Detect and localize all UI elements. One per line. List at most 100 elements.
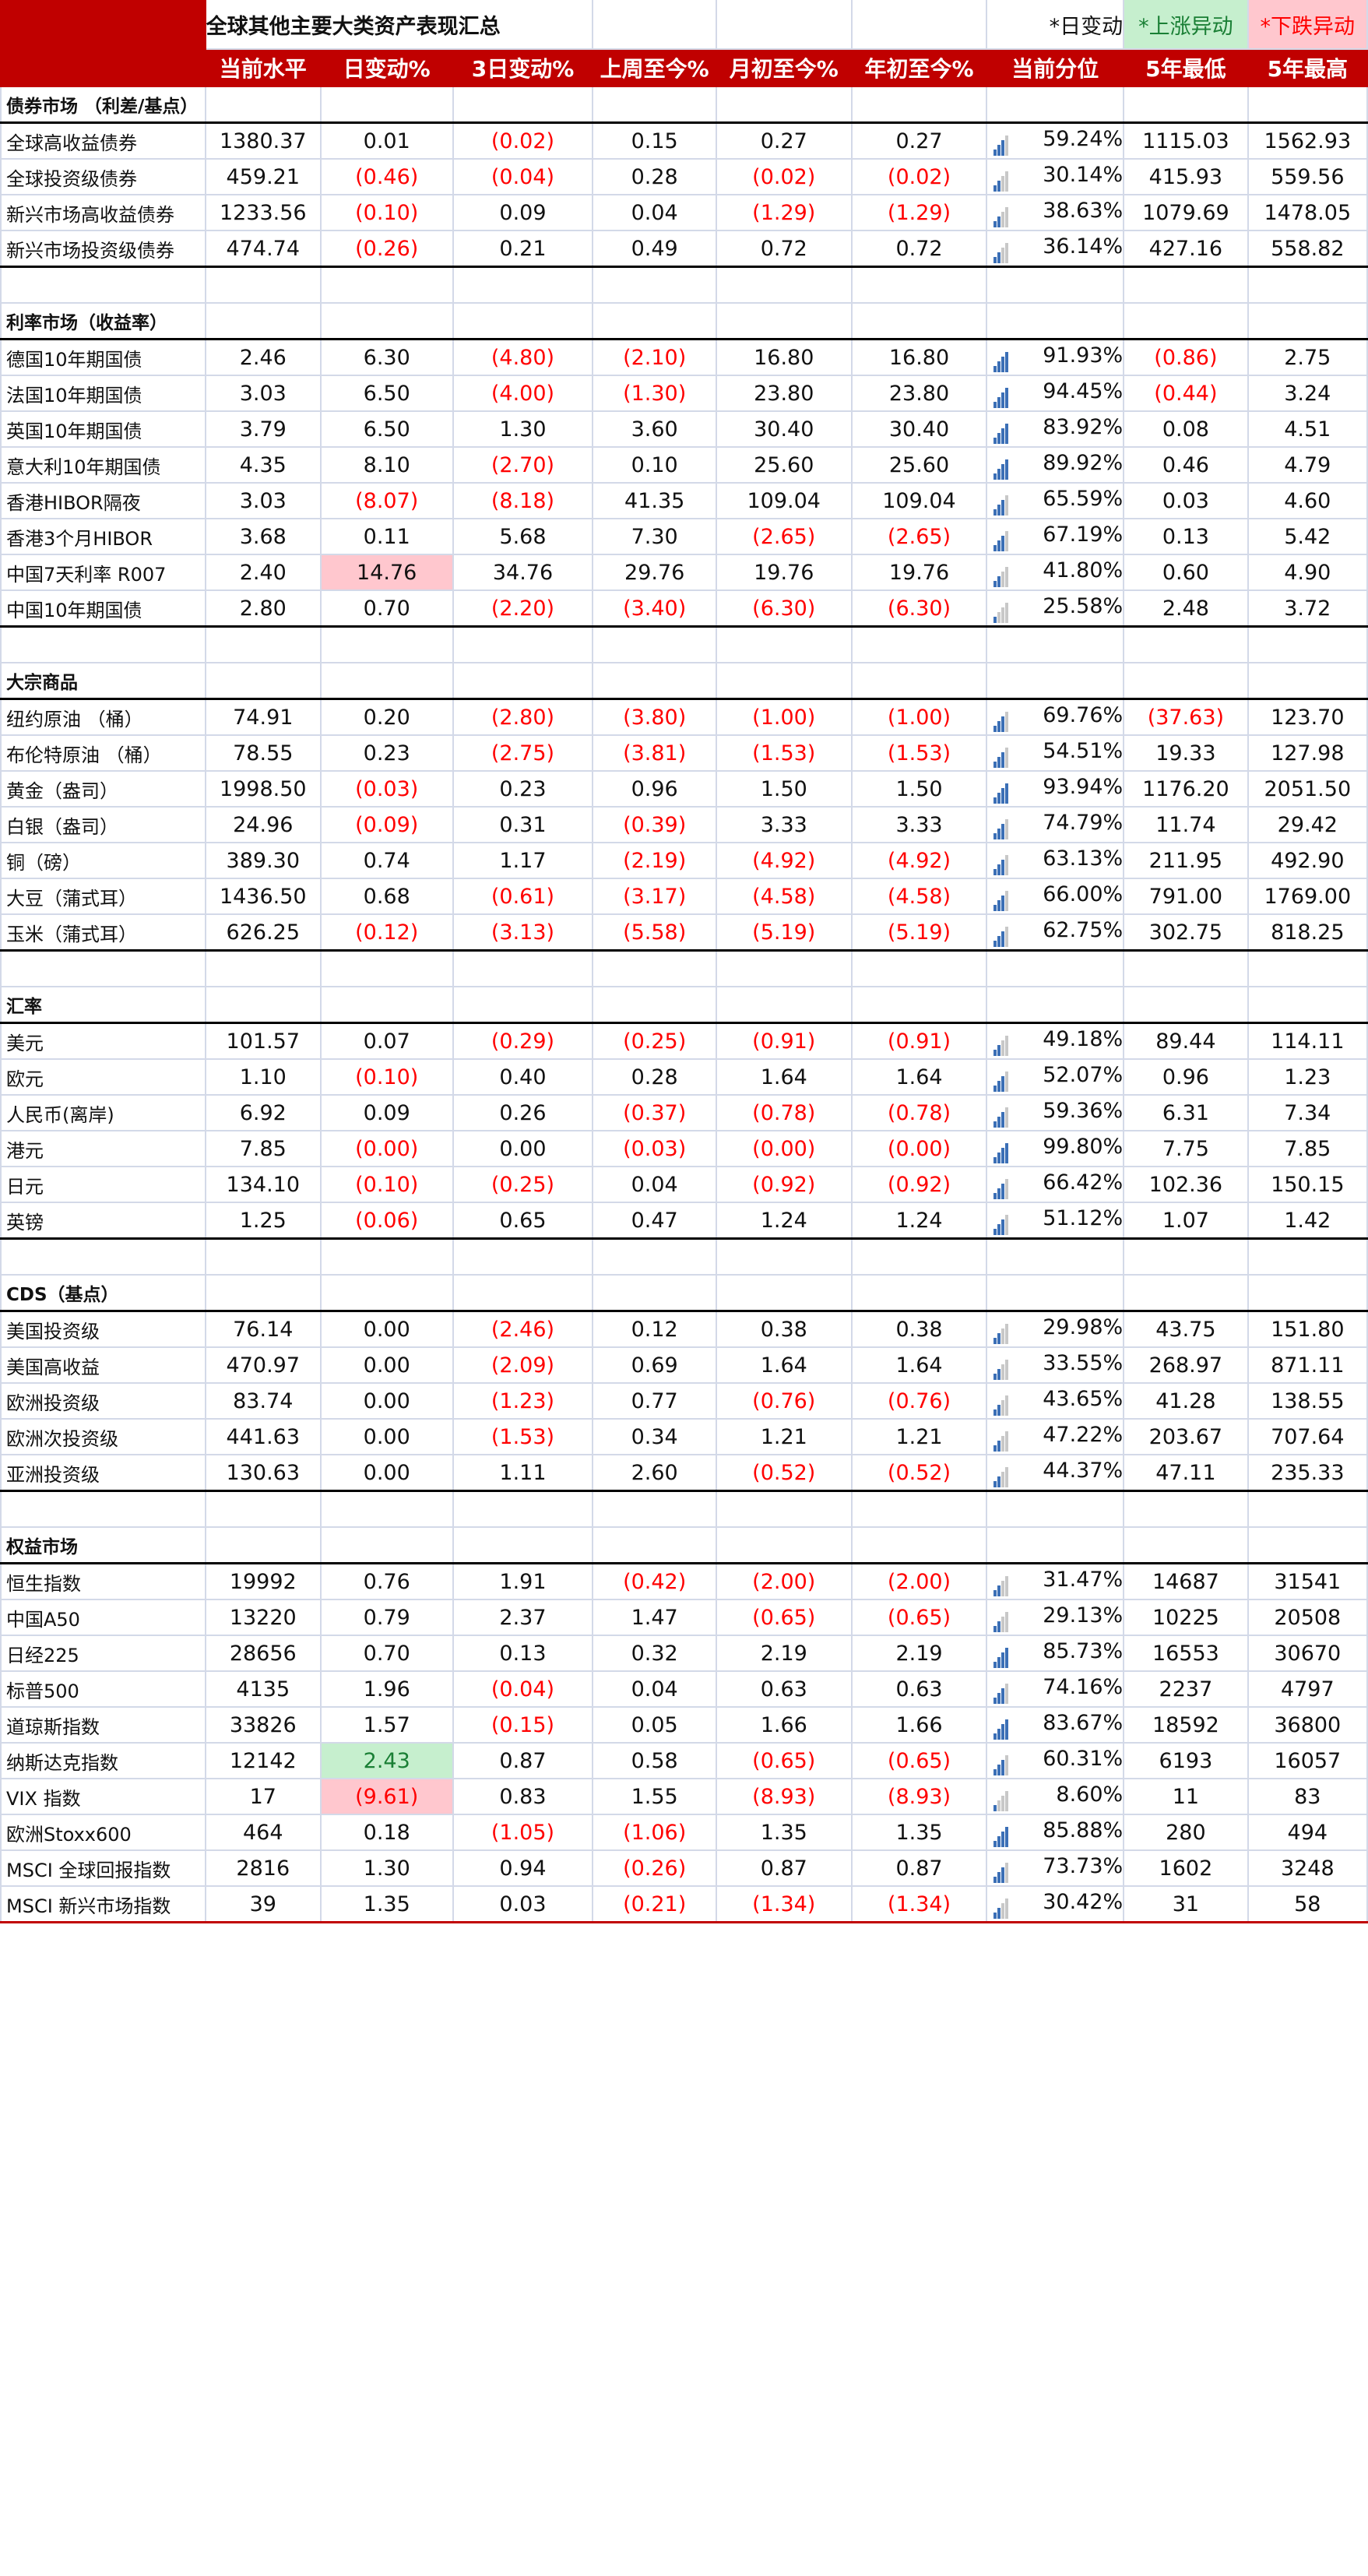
data-cell: (0.91): [715, 1022, 853, 1060]
data-cell: 2.40: [204, 554, 322, 591]
table-row[interactable]: 全球投资级债券 459.21 (0.46) (0.04) 0.28 (0.02) (0.02…: [0, 158, 1368, 195]
data-cell: 1.55: [592, 1778, 717, 1815]
column-header[interactable]: 当前分位: [986, 48, 1125, 87]
table-row[interactable]: 香港3个月HIBOR 3.68 0.11 5.68 7.30 (2.65) (2.65) 67…: [0, 518, 1368, 555]
percentile-value: 52.07%: [1043, 1062, 1124, 1087]
table-row[interactable]: 美国高收益 470.97 0.00 (2.09) 0.69 1.64 1.64 33.55% 2…: [0, 1346, 1368, 1384]
table-row[interactable]: 中国7天利率 R007 2.40 14.76 34.76 29.76 19.76 19.76…: [0, 554, 1368, 591]
data-cell: 0.00: [319, 1310, 454, 1348]
data-cell: 818.25: [1247, 913, 1368, 952]
table-row[interactable]: 香港HIBOR隔夜 3.03 (8.07) (8.18) 41.35 109.04 109.…: [0, 482, 1368, 519]
table-row[interactable]: 全球高收益债券 1380.37 0.01 (0.02) 0.15 0.27 0.27 59.2…: [0, 121, 1368, 160]
row-label: 日元: [0, 1166, 206, 1203]
table-row[interactable]: VIX 指数 17 (9.61) 0.83 1.55 (8.93) (8.93) 8.60% 1…: [0, 1778, 1368, 1815]
table-row[interactable]: 美国投资级 76.14 0.00 (2.46) 0.12 0.38 0.38 29.98% 43…: [0, 1310, 1368, 1348]
column-header[interactable]: 日变动%: [319, 48, 454, 87]
empty-cell: [986, 1490, 1125, 1528]
section-title: 大宗商品: [0, 662, 206, 700]
data-cell: 0.46: [1123, 446, 1249, 484]
table-row[interactable]: 标普500 4135 1.96 (0.04) 0.04 0.63 0.63 74.16% 223…: [0, 1670, 1368, 1708]
empty-cell: [715, 86, 853, 124]
table-row[interactable]: 欧洲次投资级 441.63 0.00 (1.53) 0.34 1.21 1.21 47.22%…: [0, 1418, 1368, 1455]
table-row[interactable]: 意大利10年期国债 4.35 8.10 (2.70) 0.10 25.60 25.60 89.…: [0, 446, 1368, 484]
empty-cell: [0, 1490, 206, 1528]
data-cell: 5.42: [1247, 518, 1368, 555]
table-row[interactable]: 英镑 1.25 (0.06) 0.65 0.47 1.24 1.24 51.12% 1.07 1.…: [0, 1202, 1368, 1240]
table-row[interactable]: 恒生指数 19992 0.76 1.91 (0.42) (2.00) (2.00) 31.47…: [0, 1562, 1368, 1600]
column-header[interactable]: 上周至今%: [592, 48, 717, 87]
data-cell: 138.55: [1247, 1382, 1368, 1420]
column-header[interactable]: 5年最低: [1123, 48, 1249, 87]
table-row[interactable]: 中国10年期国债 2.80 0.70 (2.20) (3.40) (6.30) (6.30)…: [0, 589, 1368, 628]
table-row[interactable]: 铜（磅） 389.30 0.74 1.17 (2.19) (4.92) (4.92) 63.1…: [0, 842, 1368, 879]
data-cell: 83.92%: [986, 410, 1125, 448]
table-row[interactable]: MSCI 新兴市场指数 39 1.35 0.03 (0.21) (1.34) (1.34) 3…: [0, 1885, 1368, 1923]
percentile-bars-icon: [993, 348, 1009, 372]
table-row[interactable]: MSCI 全球回报指数 2816 1.30 0.94 (0.26) 0.87 0.87 73.…: [0, 1849, 1368, 1887]
percentile-value: 99.80%: [1043, 1134, 1124, 1159]
spacer-row: [0, 625, 1368, 663]
table-row[interactable]: 亚洲投资级 130.63 0.00 1.11 2.60 (0.52) (0.52) 44.37…: [0, 1454, 1368, 1492]
percentile-value: 44.37%: [1043, 1458, 1124, 1483]
table-row[interactable]: 新兴市场高收益债券 1233.56 (0.10) 0.09 0.04 (1.29) (1.2…: [0, 194, 1368, 231]
table-row[interactable]: 欧洲投资级 83.74 0.00 (1.23) 0.77 (0.76) (0.76) 43.6…: [0, 1382, 1368, 1420]
empty-cell: [592, 1274, 717, 1312]
empty-cell: [204, 949, 322, 987]
table-row[interactable]: 欧洲Stoxx600 464 0.18 (1.05) (1.06) 1.35 1.35 85.…: [0, 1814, 1368, 1851]
table-row[interactable]: 港元 7.85 (0.00) 0.00 (0.03) (0.00) (0.00) 99.80%…: [0, 1130, 1368, 1167]
data-cell: (0.03): [592, 1130, 717, 1167]
table-row[interactable]: 纽约原油 （桶） 74.91 0.20 (2.80) (3.80) (1.00) (1.00…: [0, 698, 1368, 736]
table-row[interactable]: 新兴市场投资级债券 474.74 (0.26) 0.21 0.49 0.72 0.72 36.…: [0, 230, 1368, 268]
data-cell: (1.29): [715, 194, 853, 231]
percentile-value: 91.93%: [1043, 343, 1124, 368]
percentile-bars-icon: [993, 599, 1009, 623]
table-row[interactable]: 人民币(离岸) 6.92 0.09 0.26 (0.37) (0.78) (0.78) 59.…: [0, 1094, 1368, 1131]
table-row[interactable]: 纳斯达克指数 12142 2.43 0.87 0.58 (0.65) (0.65) 60.31…: [0, 1742, 1368, 1779]
table-row[interactable]: 白银（盎司） 24.96 (0.09) 0.31 (0.39) 3.33 3.33 74.79…: [0, 806, 1368, 843]
data-cell: 2051.50: [1247, 770, 1368, 808]
data-cell: (4.92): [850, 842, 988, 879]
table-row[interactable]: 法国10年期国债 3.03 6.50 (4.00) (1.30) 23.80 23.80 94…: [0, 375, 1368, 412]
column-header[interactable]: 月初至今%: [715, 48, 853, 87]
data-cell: 626.25: [204, 913, 322, 952]
data-cell: 0.03: [1123, 482, 1249, 519]
table-row[interactable]: 大豆（蒲式耳） 1436.50 0.68 (0.61) (3.17) (4.58) (4.5…: [0, 878, 1368, 915]
table-row[interactable]: 日经225 28656 0.70 0.13 0.32 2.19 2.19 85.73% 1655…: [0, 1635, 1368, 1672]
table-row[interactable]: 中国A50 13220 0.79 2.37 1.47 (0.65) (0.65) 29.13%…: [0, 1599, 1368, 1636]
column-header[interactable]: 当前水平: [204, 48, 322, 87]
row-label: 恒生指数: [0, 1562, 206, 1600]
data-cell: 1.66: [715, 1706, 853, 1744]
empty-cell: [986, 266, 1125, 304]
column-header[interactable]: 3日变动%: [452, 48, 594, 87]
data-cell: (3.80): [592, 698, 717, 736]
percentile-value: 51.12%: [1043, 1205, 1124, 1230]
table-row[interactable]: 美元 101.57 0.07 (0.29) (0.25) (0.91) (0.91) 49.1…: [0, 1022, 1368, 1060]
title-blank: [715, 0, 853, 50]
data-cell: (0.00): [715, 1130, 853, 1167]
table-row[interactable]: 道琼斯指数 33826 1.57 (0.15) 0.05 1.66 1.66 83.67% 18…: [0, 1706, 1368, 1744]
empty-cell: [1123, 1237, 1249, 1276]
column-header[interactable]: 年初至今%: [850, 48, 988, 87]
data-cell: 25.60: [850, 446, 988, 484]
column-header[interactable]: 5年最高: [1247, 48, 1368, 87]
data-cell: (0.02): [715, 158, 853, 195]
data-cell: 41.35: [592, 482, 717, 519]
percentile-value: 38.63%: [1043, 198, 1124, 223]
data-cell: 389.30: [204, 842, 322, 879]
data-cell: (3.13): [452, 913, 594, 952]
empty-cell: [319, 1237, 454, 1276]
table-row[interactable]: 玉米（蒲式耳） 626.25 (0.12) (3.13) (5.58) (5.19) (5.…: [0, 913, 1368, 952]
table-row[interactable]: 英国10年期国债 3.79 6.50 1.30 3.60 30.40 30.40 83.92%…: [0, 410, 1368, 448]
percentile-bars-icon: [993, 851, 1009, 875]
data-cell: 0.38: [715, 1310, 853, 1348]
empty-cell: [850, 1237, 988, 1276]
table-row[interactable]: 黄金（盎司） 1998.50 (0.03) 0.23 0.96 1.50 1.50 93.94…: [0, 770, 1368, 808]
table-row[interactable]: 日元 134.10 (0.10) (0.25) 0.04 (0.92) (0.92) 66.4…: [0, 1166, 1368, 1203]
table-row[interactable]: 欧元 1.10 (0.10) 0.40 0.28 1.64 1.64 52.07% 0.96 1.…: [0, 1058, 1368, 1096]
table-row[interactable]: 德国10年期国债 2.46 6.30 (4.80) (2.10) 16.80 16.80 91…: [0, 338, 1368, 376]
data-cell: 0.77: [592, 1382, 717, 1420]
data-cell: 558.82: [1247, 230, 1368, 268]
row-label: 中国A50: [0, 1599, 206, 1636]
empty-cell: [715, 1237, 853, 1276]
table-row[interactable]: 布伦特原油 （桶） 78.55 0.23 (2.75) (3.81) (1.53) (1.5…: [0, 734, 1368, 772]
